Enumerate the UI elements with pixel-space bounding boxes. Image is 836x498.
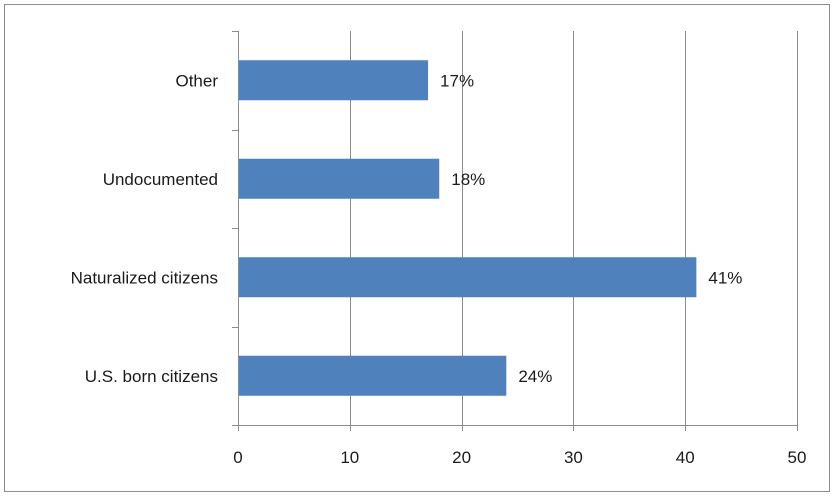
category-label-undocumented: Undocumented — [103, 170, 218, 189]
x-tick-label-10: 10 — [340, 448, 359, 467]
x-tick-label-50: 50 — [788, 448, 807, 467]
data-label-undocumented: 18% — [451, 170, 485, 189]
bar-undocumented — [239, 158, 440, 199]
bar-naturalized-citizens — [239, 257, 697, 298]
bar-other — [239, 60, 429, 101]
bar-u-s-born-citizens — [239, 355, 507, 396]
category-label-other: Other — [175, 71, 218, 90]
data-label-naturalized-citizens: 41% — [708, 268, 742, 287]
x-tick-label-20: 20 — [452, 448, 471, 467]
x-tick-label-40: 40 — [676, 448, 695, 467]
category-label-u-s-born-citizens: U.S. born citizens — [85, 367, 218, 386]
data-label-u-s-born-citizens: 24% — [518, 367, 552, 386]
category-label-naturalized-citizens: Naturalized citizens — [71, 268, 218, 287]
x-tick-label-0: 0 — [233, 448, 242, 467]
data-label-other: 17% — [440, 71, 474, 90]
x-tick-label-30: 30 — [564, 448, 583, 467]
